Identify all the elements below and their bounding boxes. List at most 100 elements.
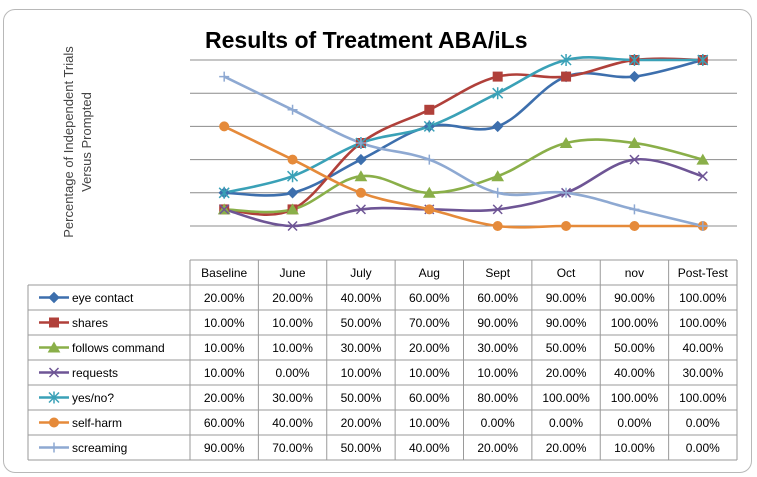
series-markers (217, 54, 710, 232)
data-point (491, 170, 505, 182)
series-line (223, 125, 703, 229)
table-cell-value: 90.00% (204, 441, 245, 455)
series-lines (223, 56, 704, 229)
series-line (224, 138, 704, 214)
table-cell-value: 10.00% (204, 341, 245, 355)
table-cell-value: 50.00% (546, 341, 587, 355)
data-point (561, 187, 572, 198)
table-cell-value: 20.00% (409, 341, 450, 355)
table-cell-value: 20.00% (341, 416, 382, 430)
data-point (696, 153, 710, 165)
table-cell-value: 10.00% (204, 366, 245, 380)
chart-title: Results of Treatment ABA/iLs (205, 27, 527, 53)
x-tick-label: Baseline (201, 266, 247, 280)
x-tick-label: Post-Test (678, 266, 729, 280)
table-cell-value: 90.00% (546, 316, 587, 330)
legend-entry: screaming (72, 441, 127, 455)
x-tick-label: July (350, 266, 371, 280)
table-cell-value: 50.00% (614, 341, 655, 355)
table-cell-value: 10.00% (272, 316, 313, 330)
table-cell-value: 0.00% (276, 366, 310, 380)
table-cell-value: 0.00% (549, 416, 583, 430)
table-cell-value: 50.00% (341, 316, 382, 330)
table-cell-value: 30.00% (272, 391, 313, 405)
table-cell-value: 10.00% (614, 441, 655, 455)
data-point (424, 154, 435, 165)
table-cell-value: 10.00% (477, 366, 518, 380)
data-point (355, 204, 366, 215)
table-cell-value: 20.00% (546, 366, 587, 380)
table-cell-value: 0.00% (686, 416, 720, 430)
table-cell-value: 90.00% (614, 291, 655, 305)
table-cell-value: 20.00% (477, 441, 518, 455)
data-point (561, 221, 572, 231)
data-point (628, 137, 641, 148)
table-cell-value: 60.00% (204, 416, 245, 430)
table-cell-value: 0.00% (617, 416, 651, 430)
table-cell-value: 50.00% (341, 391, 382, 405)
data-point (286, 187, 299, 199)
x-tick-label: nov (625, 266, 644, 280)
data-point (48, 291, 60, 304)
table-cell-value: 40.00% (272, 416, 313, 430)
data-point (287, 170, 299, 183)
y-axis-label-line1: Percentage of Independent Trials (61, 46, 76, 238)
legend-entry: self-harm (72, 416, 122, 430)
data-point (424, 104, 435, 115)
table-cell-value: 20.00% (204, 391, 245, 405)
data-point (423, 120, 435, 133)
data-point (491, 120, 504, 133)
data-point (629, 221, 640, 231)
data-point (219, 121, 230, 132)
data-point (492, 187, 503, 198)
data-point (219, 204, 230, 215)
data-point (355, 187, 366, 198)
data-point (560, 54, 572, 66)
data-point (49, 417, 59, 428)
data-point (218, 186, 230, 199)
table-cell-value: 20.00% (272, 291, 313, 305)
table-cell-value: 60.00% (409, 391, 450, 405)
data-point (355, 153, 367, 166)
data-point (628, 70, 641, 83)
table-cell-value: 30.00% (477, 341, 518, 355)
legend-entry: requests (72, 366, 118, 380)
table-cell-value: 40.00% (614, 366, 655, 380)
data-point (629, 204, 640, 215)
x-tick-label: Oct (557, 266, 576, 280)
series-line (223, 75, 704, 228)
table-cell-value: 30.00% (341, 341, 382, 355)
table-cell-value: 80.00% (477, 391, 518, 405)
series-line (223, 56, 703, 195)
table-cell-value: 10.00% (409, 416, 450, 430)
y-axis-label-line2: Versus Prompted (79, 92, 94, 192)
table-cell-value: 10.00% (409, 366, 450, 380)
table-cell-value: 100.00% (679, 316, 727, 330)
legend-entry: yes/no? (72, 391, 114, 405)
series-line (223, 157, 704, 228)
table-cell-value: 10.00% (204, 316, 245, 330)
data-point (286, 203, 299, 215)
table-cell-value: 20.00% (204, 291, 245, 305)
data-point (629, 154, 640, 165)
data-point (559, 137, 573, 148)
table-cell-value: 0.00% (481, 416, 515, 430)
table-cell-value: 20.00% (546, 441, 587, 455)
data-point (697, 221, 708, 231)
data-point (287, 154, 298, 165)
table-cell-value: 10.00% (341, 366, 382, 380)
table-cell-value: 100.00% (542, 391, 590, 405)
table-cell-value: 40.00% (682, 341, 723, 355)
data-point (47, 341, 61, 353)
data-point (492, 71, 503, 82)
data-point (492, 221, 503, 231)
data-point (49, 317, 59, 328)
table-cell-value: 100.00% (611, 391, 659, 405)
data-point (492, 204, 503, 215)
data-point (422, 186, 436, 198)
data-point (354, 170, 368, 182)
legend-entry: shares (72, 316, 108, 330)
gridlines (190, 59, 737, 227)
